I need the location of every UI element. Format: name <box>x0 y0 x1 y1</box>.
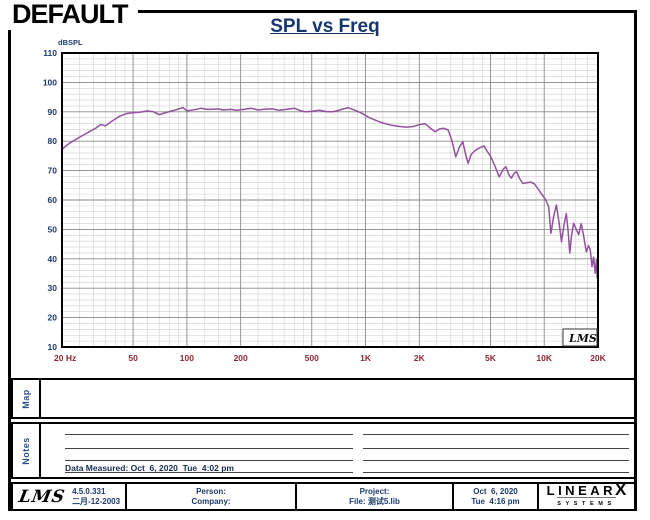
notes-section-label: Notes <box>21 436 32 465</box>
footer-date: Oct 6, 2020 <box>473 486 518 496</box>
footer-time: Tue 4:16 pm <box>471 496 520 506</box>
notes-rule <box>363 460 629 461</box>
footer-datetime-cell: Oct 6, 2020 Tue 4:16 pm <box>454 484 539 509</box>
notes-rule <box>65 434 353 435</box>
notes-rule <box>65 448 353 449</box>
default-curve-label: DEFAULT <box>6 0 138 30</box>
notes-rule <box>363 434 629 435</box>
map-section: Map <box>11 378 636 419</box>
chart-title: SPL vs Freq <box>270 16 380 37</box>
notes-section-label-cell: Notes <box>13 424 41 477</box>
lms-version: 4.5.0.331 <box>72 486 106 496</box>
notes-rule <box>65 472 353 473</box>
map-section-content <box>41 380 634 417</box>
notes-rule <box>363 472 629 473</box>
notes-section: Notes Data Measured: Oct 6, 2020 Tue 4:0… <box>11 422 636 479</box>
notes-rule <box>363 448 629 449</box>
footer-project-cell: Project: File: 测试5.lib <box>297 484 454 509</box>
notes-rule <box>65 460 353 461</box>
lms-version-date: 二月-12-2003 <box>72 496 121 506</box>
notes-section-content: Data Measured: Oct 6, 2020 Tue 4:02 pm <box>41 424 634 477</box>
person-label: Person: <box>196 486 226 496</box>
map-section-label: Map <box>21 388 31 409</box>
project-label: Project: <box>359 486 390 496</box>
lms-logo: LMS <box>17 486 67 507</box>
linearx-systems-text: SYSTEMS <box>557 496 616 509</box>
footer-person-cell: Person: Company: <box>127 484 297 509</box>
footer-bar: LMS 4.5.0.331 二月-12-2003 Person: Company:… <box>11 479 636 511</box>
data-measured-text: Data Measured: Oct 6, 2020 Tue 4:02 pm <box>65 463 234 473</box>
file-label: File: 测试5.lib <box>349 496 400 506</box>
linearx-logo: LINEAR X <box>546 479 627 499</box>
company-label: Company: <box>191 496 231 506</box>
linearx-logo-cell: LINEAR X SYSTEMS <box>539 479 634 509</box>
footer-version-cell: LMS 4.5.0.331 二月-12-2003 <box>13 484 127 509</box>
map-section-label-cell: Map <box>13 380 41 417</box>
